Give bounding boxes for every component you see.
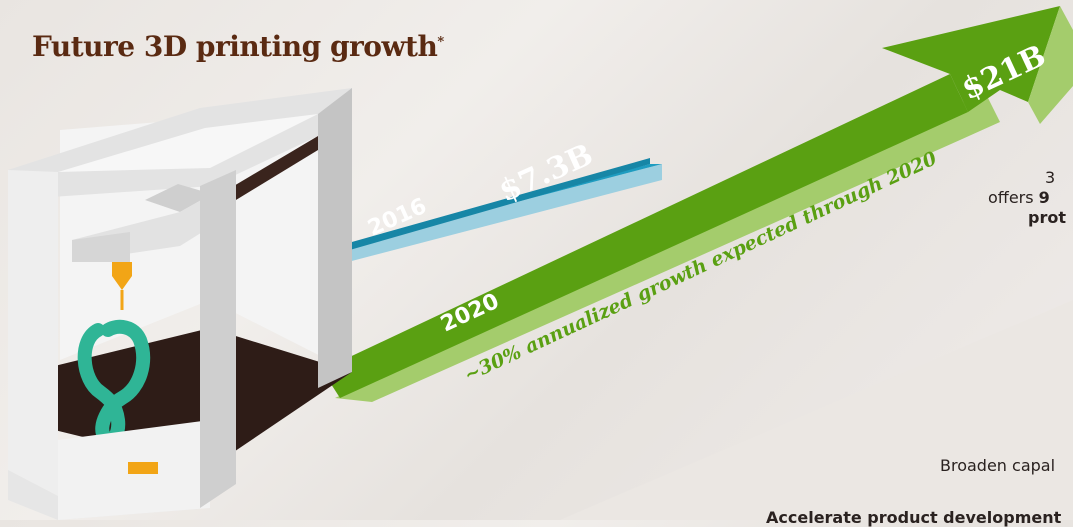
printer-frame-right-back [318,88,352,388]
status-light [128,462,158,474]
background-sheen [560,300,1073,520]
3d-printer-icon [8,88,352,520]
page-title: Future 3D printing growth* [32,30,444,63]
printer-frame-left [8,170,58,496]
nozzle [112,262,132,290]
print-head-face [72,232,130,262]
side-text-line2: offers 9 [988,188,1050,207]
side-text-line2-bold: 9 [1038,188,1050,207]
printer-frame-right [200,170,236,508]
print-head-top [145,184,212,212]
title-footnote-mark: * [437,34,444,50]
printer-top-inner [58,114,318,172]
side-text-line2-prefix: offers [988,188,1039,207]
side-text-line1: 3 [1045,168,1055,187]
side-text-line3-bold: prot [1028,208,1066,227]
side-text-item1: Broaden capal [940,456,1055,475]
arrow-head [882,6,1060,112]
side-text-line3: prot [1028,208,1066,227]
arrow-shaft [322,74,968,398]
growth-arrow-icon: 2020 $21B ~30% annualized growth expecte… [322,6,1073,402]
side-text-item2-label: Accelerate product development [766,508,1062,527]
side-text-line1-value: 3 [1045,168,1056,187]
title-text: Future 3D printing growth [32,30,438,63]
arrow-head-side [1028,6,1073,124]
side-text-item1-label: Broaden capal [940,456,1056,475]
side-text-item2: Accelerate product development [766,508,1061,527]
